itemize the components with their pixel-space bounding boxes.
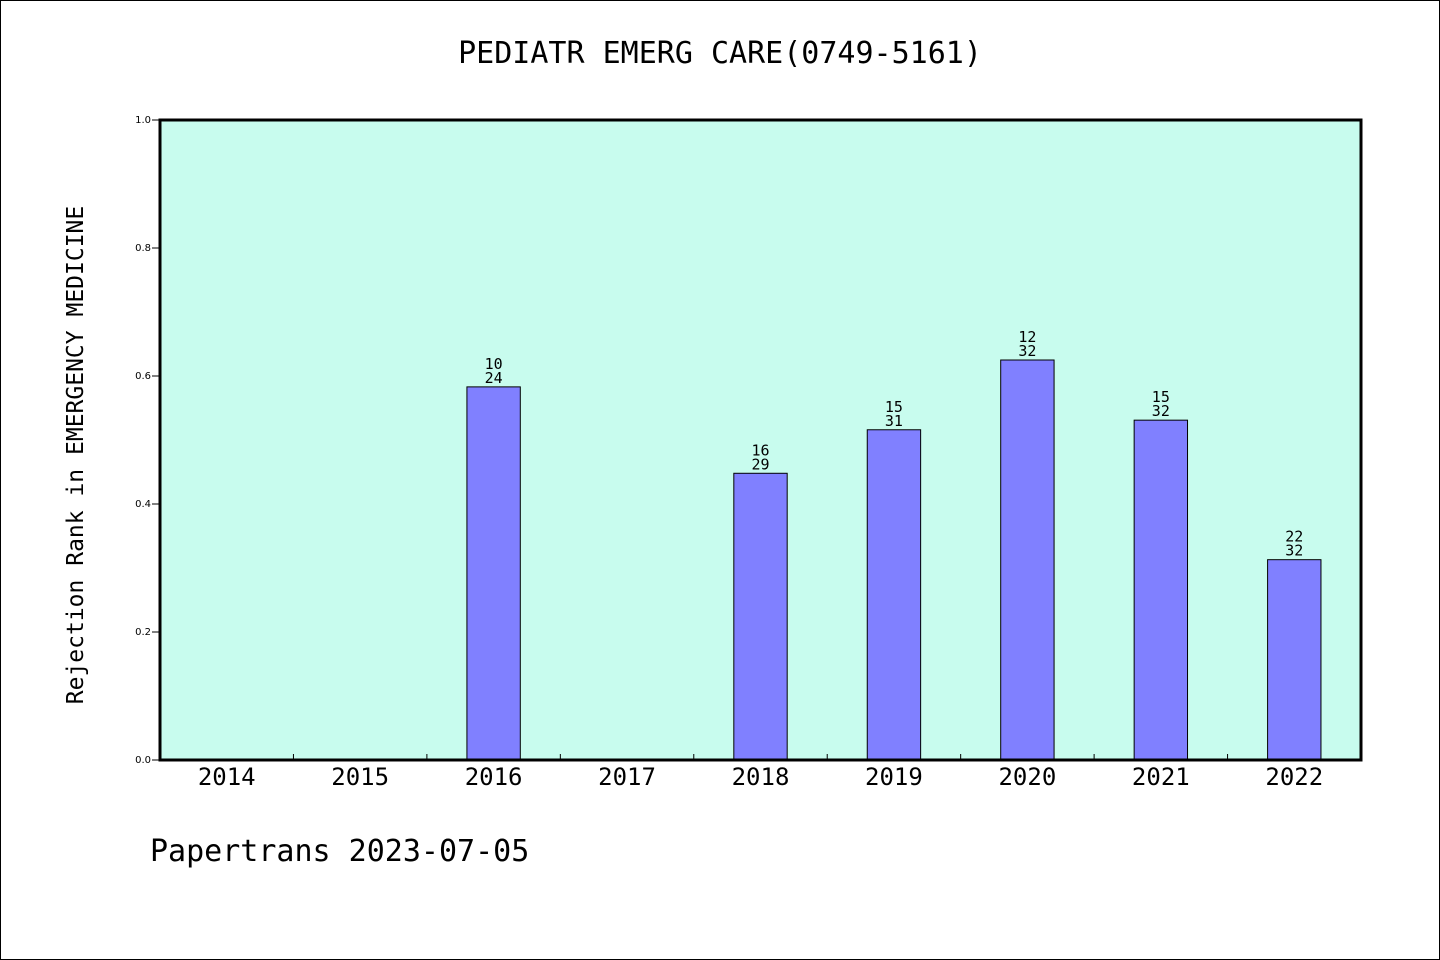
bar-label-bottom: 32 <box>1152 402 1170 420</box>
bar-2016 <box>466 386 521 761</box>
x-tick-label: 2019 <box>865 763 923 791</box>
plot-border <box>158 118 1363 762</box>
chart-title: PEDIATR EMERG CARE(0749-5161) <box>458 36 982 71</box>
x-tick-label: 2021 <box>1132 763 1190 791</box>
y-tick-label: 0.2 <box>135 627 151 638</box>
bar-2019 <box>866 429 922 761</box>
x-tick-label: 2017 <box>598 763 656 791</box>
x-tick-label: 2014 <box>198 763 256 791</box>
x-tick-label: 2022 <box>1265 763 1323 791</box>
y-tick-label: 0.8 <box>135 243 151 254</box>
x-tick-label: 2018 <box>732 763 790 791</box>
y-tick-label: 1.0 <box>135 115 151 126</box>
x-tick-label: 2015 <box>331 763 389 791</box>
bar-label-top: 10 <box>485 355 503 373</box>
bar-label-bottom: 24 <box>485 369 503 387</box>
bar-2020 <box>1000 359 1055 761</box>
y-tick-label: 0.0 <box>135 755 151 766</box>
footer-watermark: Papertrans 2023-07-05 <box>150 834 530 869</box>
bar-label-bottom: 32 <box>1018 342 1036 360</box>
bar-2021 <box>1133 419 1189 761</box>
x-tick-label: 2016 <box>465 763 523 791</box>
bar-2022 <box>1267 559 1322 761</box>
bar-label-top: 15 <box>1152 388 1170 406</box>
bar-label-top: 22 <box>1285 528 1303 546</box>
bar-label-bottom: 32 <box>1285 542 1303 560</box>
bar-label-bottom: 31 <box>885 412 903 430</box>
y-tick-label: 0.6 <box>135 371 151 382</box>
bar-label-top: 16 <box>751 441 769 459</box>
bar-label-bottom: 29 <box>751 455 769 473</box>
y-tick-label: 0.4 <box>135 499 151 510</box>
bar-label-top: 15 <box>885 398 903 416</box>
x-tick-label: 2020 <box>998 763 1056 791</box>
bar-2018 <box>733 472 788 761</box>
bar-label-top: 12 <box>1018 328 1036 346</box>
